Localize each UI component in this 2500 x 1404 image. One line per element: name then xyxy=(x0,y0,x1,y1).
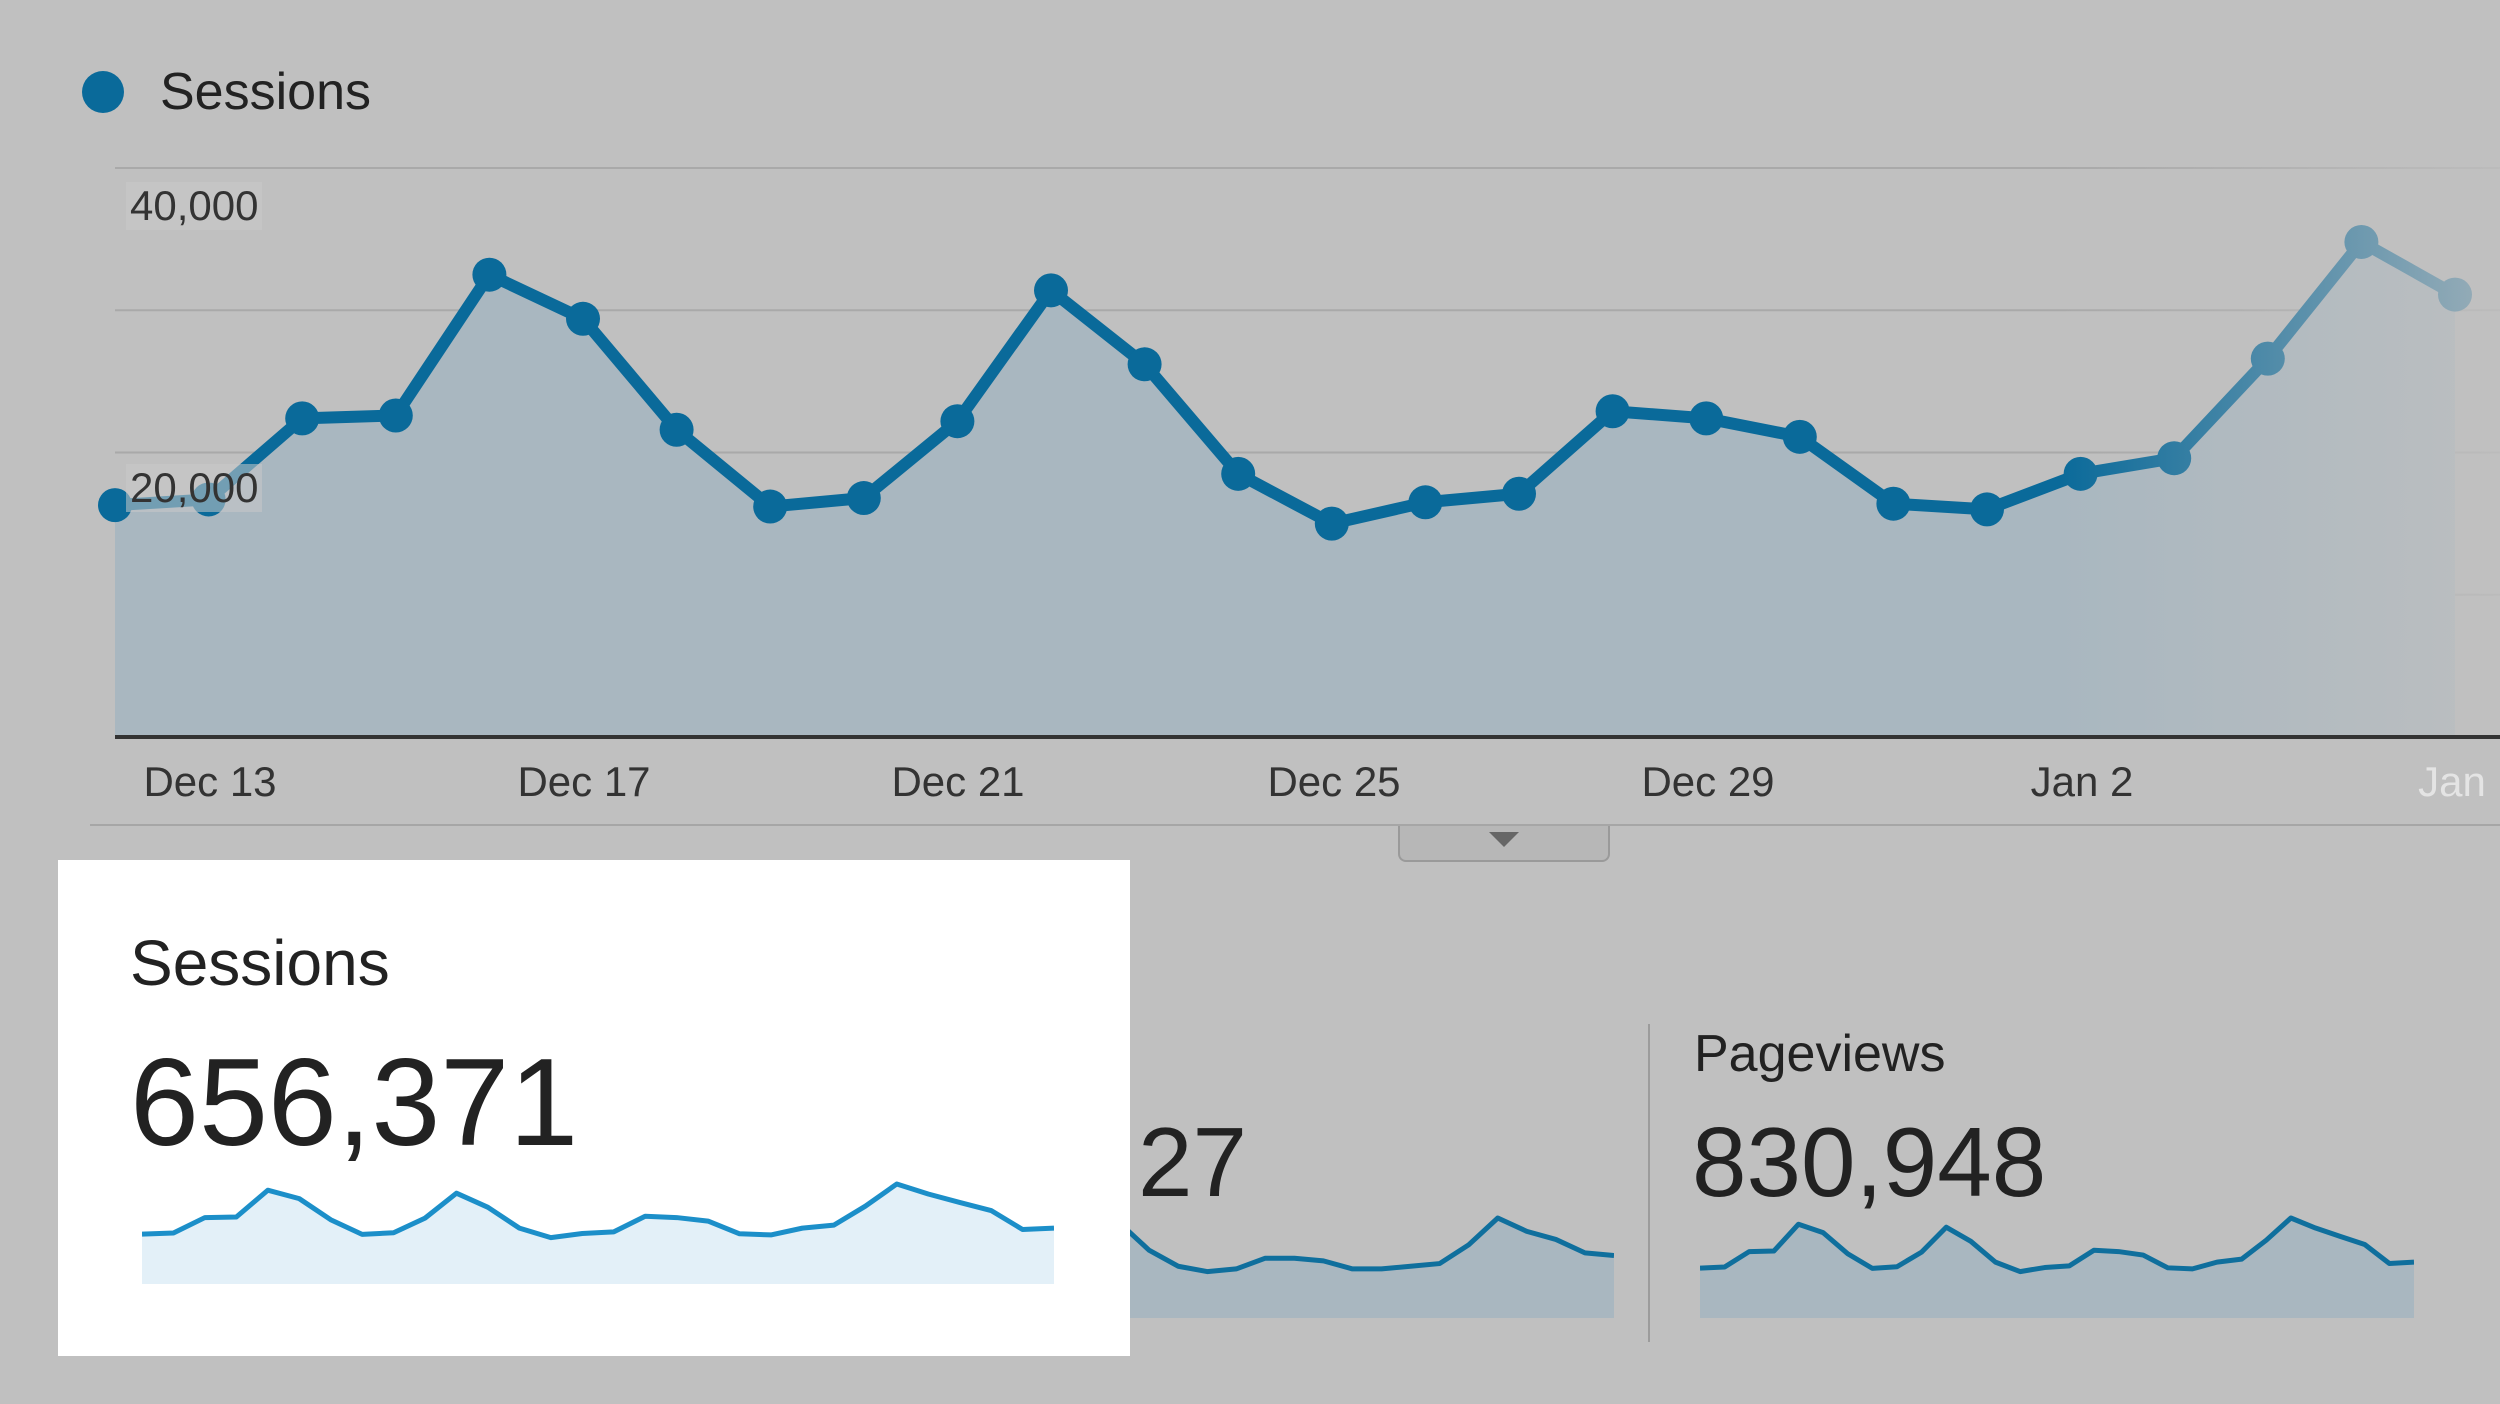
sparkline-area xyxy=(1120,1218,1614,1318)
data-point[interactable] xyxy=(472,257,507,292)
x-tick-label: Dec 21 xyxy=(891,758,1025,805)
data-point[interactable] xyxy=(1502,476,1536,511)
metric-sparkline xyxy=(142,1181,1054,1284)
x-tick-label: Dec 17 xyxy=(517,758,651,805)
legend-dot-icon xyxy=(82,71,124,113)
metric-title: Pageviews xyxy=(1694,1025,1946,1083)
data-point[interactable] xyxy=(753,489,788,524)
data-point[interactable] xyxy=(1034,273,1068,308)
metric-value: 830,948 xyxy=(1692,1107,2047,1217)
metric-value: 27 xyxy=(1138,1107,1248,1217)
data-point[interactable] xyxy=(1970,492,2004,527)
data-point[interactable] xyxy=(1595,394,1630,429)
data-point[interactable] xyxy=(378,398,413,433)
data-point[interactable] xyxy=(1876,486,1911,521)
collapse-toggle-button[interactable] xyxy=(1398,826,1610,862)
metric-sparkline xyxy=(1700,1215,2414,1318)
sparkline-line xyxy=(142,1181,1054,1241)
data-point[interactable] xyxy=(98,488,132,523)
data-point[interactable] xyxy=(1689,401,1724,436)
data-point[interactable] xyxy=(659,412,694,447)
legend-label: Sessions xyxy=(160,63,371,121)
y-tick-label: 40,000 xyxy=(126,182,263,230)
caret-down-icon xyxy=(1489,832,1519,847)
chart-divider xyxy=(90,824,2500,826)
sparkline-line xyxy=(1700,1215,2414,1275)
metric-title: Sessions xyxy=(130,927,390,999)
data-point[interactable] xyxy=(285,401,320,436)
x-tick-label: Dec 25 xyxy=(1267,758,1401,805)
x-tick-label: Dec 29 xyxy=(1641,758,1775,805)
chart-legend[interactable]: Sessions xyxy=(82,62,371,122)
data-point[interactable] xyxy=(1782,419,1817,454)
sessions-metric-card[interactable]: Sessions 656,371 xyxy=(58,860,1130,1356)
data-point[interactable] xyxy=(1314,506,1349,541)
area-fill xyxy=(115,241,2455,737)
data-point[interactable] xyxy=(1221,456,1256,491)
y-tick-label: 20,000 xyxy=(126,464,263,512)
series-area xyxy=(115,241,2455,737)
metric-value: 656,371 xyxy=(130,1034,579,1172)
metric-divider xyxy=(1648,1024,1650,1342)
sparkline-line xyxy=(1120,1215,1614,1275)
data-point[interactable] xyxy=(1408,485,1443,520)
x-tick-label: Jan 2 xyxy=(2030,758,2134,805)
data-point[interactable] xyxy=(566,301,600,336)
metric-sparkline xyxy=(1120,1215,1614,1318)
data-point[interactable] xyxy=(940,404,975,439)
x-tick-label: Dec 13 xyxy=(143,758,277,805)
sessions-line-chart xyxy=(98,150,2500,800)
data-point[interactable] xyxy=(1127,347,1162,382)
x-tick-label: Jan xyxy=(2418,758,2486,805)
fade-overlay xyxy=(2060,150,2500,800)
data-point[interactable] xyxy=(846,481,881,516)
